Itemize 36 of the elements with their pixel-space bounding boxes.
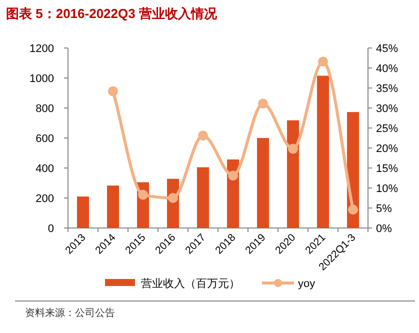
bar xyxy=(77,196,89,228)
point xyxy=(138,190,148,200)
y2-tick-label: 35% xyxy=(376,83,398,95)
bar xyxy=(197,167,209,228)
y2-tick-label: 40% xyxy=(376,63,398,75)
point xyxy=(258,98,268,109)
point xyxy=(108,86,118,96)
y-tick-label: 1200 xyxy=(30,43,54,55)
y-tick-label: 400 xyxy=(36,163,54,175)
y2-tick-label: 25% xyxy=(376,123,398,135)
y2-tick-label: 30% xyxy=(376,103,398,115)
point xyxy=(288,144,298,154)
bar xyxy=(107,186,119,228)
text: 资料来源：公司公告 xyxy=(25,307,115,319)
chart-title: 图表 5：2016-2022Q3 营业收入情况 xyxy=(6,6,218,21)
y-tick-label: 0 xyxy=(48,223,54,235)
point xyxy=(318,56,328,67)
legend-label: 营业收入（百万元） xyxy=(141,277,240,290)
point xyxy=(228,170,238,181)
bar xyxy=(317,76,329,228)
y-tick-label: 600 xyxy=(36,133,54,145)
y-tick-label: 1000 xyxy=(30,73,54,85)
y2-tick-label: 45% xyxy=(376,43,398,55)
legend-label: yoy xyxy=(298,278,316,290)
y-tick-label: 200 xyxy=(36,193,54,205)
point xyxy=(348,204,358,215)
y2-tick-label: 5% xyxy=(376,203,392,215)
bar xyxy=(257,138,269,228)
y2-tick-label: 10% xyxy=(376,183,398,195)
y-tick-label: 800 xyxy=(36,103,54,115)
bar xyxy=(287,120,299,228)
y2-tick-label: 0% xyxy=(376,223,392,235)
y2-tick-label: 20% xyxy=(376,143,398,155)
y2-tick-label: 15% xyxy=(376,163,398,175)
point xyxy=(168,193,178,203)
point xyxy=(198,130,208,141)
